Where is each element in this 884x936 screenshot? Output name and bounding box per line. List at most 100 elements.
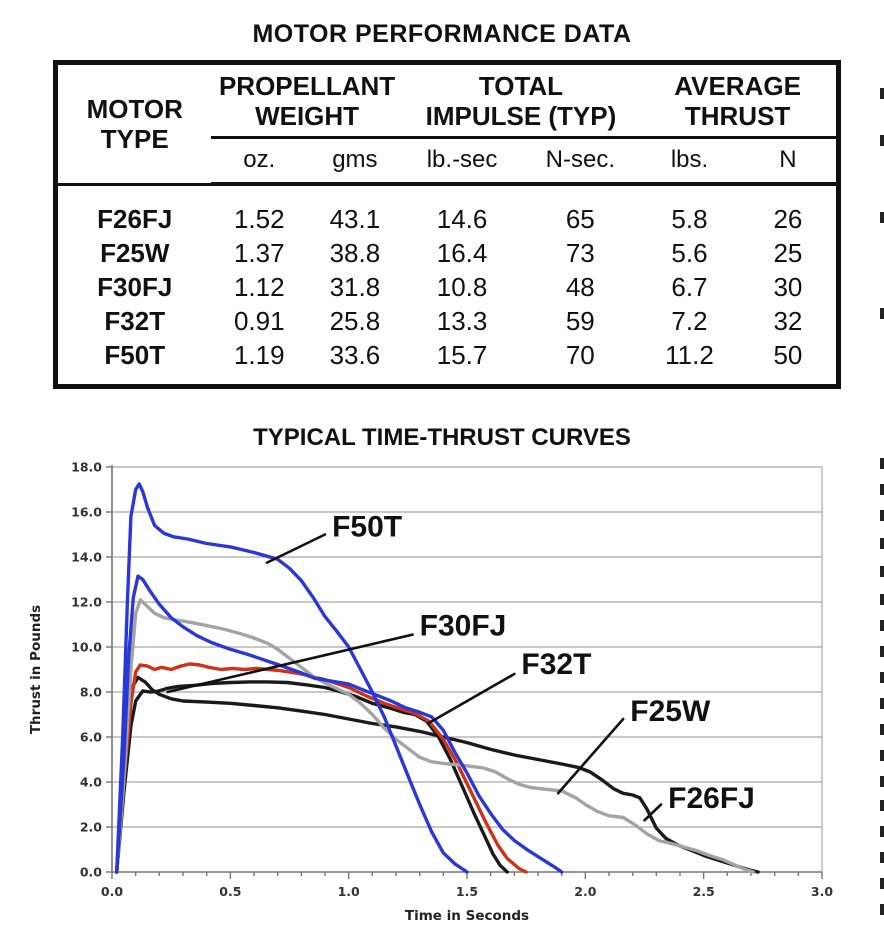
cell-value: 26 (773, 204, 803, 234)
x-tick-label: 2.5 (693, 884, 715, 899)
motor-name: F26FJ (97, 203, 173, 234)
subheader-oz: oz. (211, 137, 308, 186)
motor-name: F25W (100, 238, 170, 268)
clipped-text-fragment (880, 800, 884, 811)
table-row: F30FJ 1.12 31.8 10.8 48 6.7 30 (56, 270, 839, 304)
col-header-motor-type: MOTOR TYPE (55, 62, 212, 186)
subheader-gms: gms (307, 137, 403, 186)
cell-value: 1.37 (233, 238, 285, 268)
cell-value: 25 (773, 238, 803, 268)
clipped-text-fragment (880, 212, 884, 223)
clipped-text-fragment (880, 308, 884, 319)
table-row: F50T 1.19 33.6 15.7 70 11.2 50 (56, 338, 839, 387)
curve-F25W (115, 598, 756, 874)
y-tick-label: 14.0 (71, 550, 102, 565)
clipped-text-fragment (880, 698, 884, 709)
callout-line-F30FJ (166, 633, 414, 694)
curve-F32T (115, 574, 564, 874)
motor-name: F30FJ (97, 272, 173, 302)
clipped-text-fragment (880, 594, 884, 605)
y-tick-label: 18.0 (71, 460, 102, 475)
y-tick-label: 6.0 (80, 730, 102, 745)
motor-type-line2: TYPE (100, 124, 169, 155)
cell-value: 30 (773, 272, 803, 302)
clipped-text-fragment (880, 904, 884, 915)
motor-name: F50T (104, 340, 166, 370)
clipped-text-fragment (880, 672, 884, 683)
y-tick-label: 10.0 (71, 640, 102, 655)
cell-value: 15.7 (436, 340, 488, 370)
y-tick-label: 12.0 (71, 595, 102, 610)
subheader-nsec: N-sec. (521, 137, 640, 186)
y-tick-label: 0.0 (80, 865, 102, 880)
cell-value: 59 (565, 306, 595, 336)
curve-F26FJ (115, 675, 760, 874)
clipped-text-fragment (880, 620, 884, 631)
col-header-total-impulse: TOTAL IMPULSE (TYP) (402, 62, 640, 139)
motor-type-line1: MOTOR (86, 94, 183, 125)
clipped-text-fragment (880, 750, 884, 761)
y-axis-title: Thrust in Pounds (28, 605, 44, 734)
table-body: F26FJ 1.52 43.1 14.6 65 5.8 26 F25W 1.37 38.8 16.4… (56, 184, 839, 387)
curve-label-F30FJ: F30FJ (420, 610, 507, 643)
y-tick-label: 16.0 (71, 505, 102, 520)
clipped-text-fragment (880, 88, 884, 99)
cell-value: 38.8 (329, 238, 381, 268)
clipped-text-fragment (880, 135, 884, 146)
cell-value: 13.3 (436, 306, 488, 336)
cell-value: 70 (565, 340, 595, 370)
x-tick-label: 0.0 (101, 884, 123, 899)
cell-value: 5.8 (671, 204, 708, 234)
cell-value: 25.8 (329, 306, 381, 336)
cell-value: 14.6 (436, 204, 488, 234)
callout-line-F25W (556, 717, 625, 795)
cell-value: 65 (565, 204, 595, 234)
curve-F50T (115, 482, 469, 874)
cell-value: 73 (565, 238, 595, 268)
page-title: MOTOR PERFORMANCE DATA (252, 20, 632, 48)
cell-value: 0.91 (233, 306, 285, 336)
table-row: F26FJ 1.52 43.1 14.6 65 5.8 26 (56, 184, 839, 236)
subheader-lbsec: lb.-sec (402, 137, 522, 186)
curve-label-F25W: F25W (630, 695, 711, 728)
cell-value: 48 (565, 272, 595, 302)
x-tick-label: 1.5 (456, 884, 478, 899)
cell-value: 10.8 (436, 272, 488, 302)
cell-value: 50 (773, 340, 803, 370)
subheader-lbs: lbs. (639, 137, 740, 186)
callout-line-F50T (265, 533, 327, 564)
clipped-text-fragment (880, 852, 884, 863)
clipped-text-fragment (880, 566, 884, 577)
cell-value: 6.7 (671, 272, 708, 302)
y-tick-label: 2.0 (80, 820, 102, 835)
cell-value: 1.52 (233, 204, 285, 234)
clipped-text-fragment (880, 826, 884, 837)
col-header-propellant-weight: PROPELLANT WEIGHT (211, 62, 403, 139)
y-tick-label: 8.0 (80, 685, 102, 700)
curve-label-F50T: F50T (332, 511, 402, 544)
clipped-text-fragment (880, 538, 884, 549)
clipped-text-fragment (880, 878, 884, 889)
clipped-text-fragment (880, 510, 884, 521)
cell-value: 33.6 (329, 340, 381, 370)
cell-value: 1.12 (233, 272, 285, 302)
curve-label-F32T: F32T (521, 648, 591, 681)
motor-performance-table: MOTOR TYPE PROPELLANT WEIGHT TOTAL IMPUL… (53, 60, 841, 389)
table-row: F32T 0.91 25.8 13.3 59 7.2 32 (56, 304, 839, 338)
clipped-text-fragment (880, 724, 884, 735)
curve-F30FJ (115, 680, 509, 874)
clipped-text-fragment (880, 458, 884, 469)
clipped-text-fragment (880, 646, 884, 657)
x-tick-label: 0.5 (219, 884, 241, 899)
callout-line-F26FJ (643, 803, 663, 822)
cell-value: 1.19 (233, 340, 285, 370)
x-tick-label: 2.0 (574, 884, 596, 899)
cell-value: 43.1 (329, 204, 381, 234)
y-tick-label: 4.0 (80, 775, 102, 790)
clipped-text-fragment (880, 484, 884, 495)
cell-value: 16.4 (436, 238, 488, 268)
chart-title: TYPICAL TIME-THRUST CURVES (253, 424, 631, 451)
cell-value: 11.2 (665, 340, 714, 370)
